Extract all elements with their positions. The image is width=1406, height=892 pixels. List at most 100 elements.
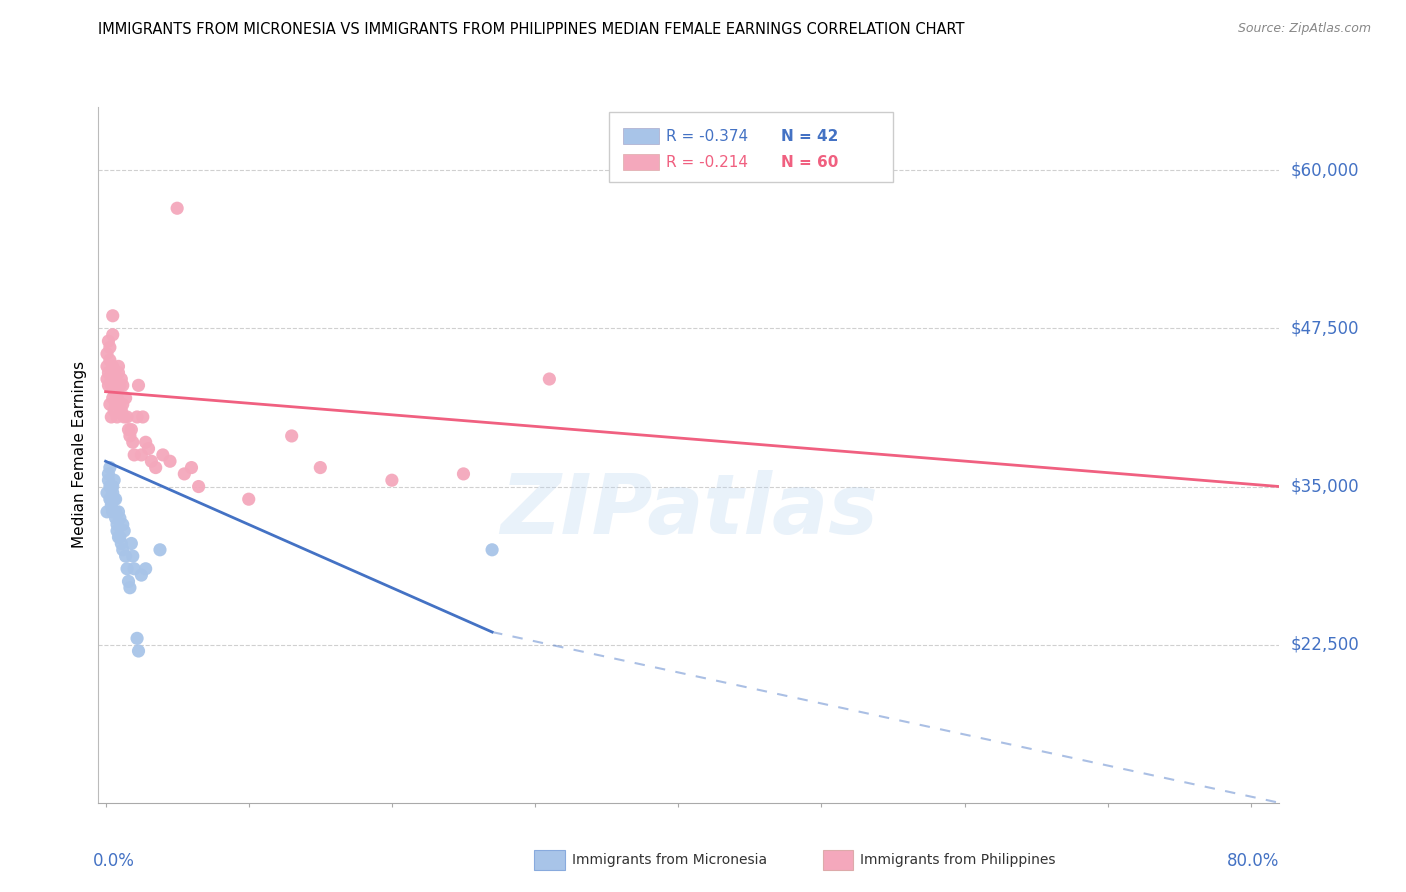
Point (112, 409, 135, 424)
Text: N = 60: N = 60 (780, 154, 838, 169)
Point (280, 429, 302, 443)
Point (121, 549, 143, 563)
Point (128, 644, 150, 658)
Point (103, 492, 125, 507)
Point (131, 448, 153, 462)
Point (98, 460, 121, 475)
Point (105, 391, 128, 405)
Text: Immigrants from Micronesia: Immigrants from Micronesia (572, 853, 768, 867)
Point (101, 359, 124, 374)
Point (101, 505, 124, 519)
Point (117, 423, 139, 437)
Point (104, 492, 127, 507)
Point (100, 492, 122, 507)
Point (120, 536, 142, 550)
Point (98, 492, 121, 507)
Point (105, 409, 128, 424)
Point (100, 378, 122, 392)
Point (107, 530, 129, 544)
Point (115, 409, 138, 424)
Point (173, 467, 195, 481)
Point (98, 479, 121, 493)
Point (135, 562, 157, 576)
Point (141, 454, 163, 468)
Text: $47,500: $47,500 (1291, 319, 1360, 337)
Point (105, 391, 128, 405)
Point (111, 542, 134, 557)
Point (132, 409, 155, 424)
Point (309, 460, 332, 475)
Point (103, 403, 125, 417)
Point (98, 340, 121, 354)
Point (96, 505, 118, 519)
Point (120, 423, 142, 437)
Point (122, 448, 145, 462)
Point (159, 454, 181, 468)
Point (117, 574, 139, 589)
Point (187, 479, 209, 493)
Point (135, 435, 157, 450)
Point (145, 460, 167, 475)
Point (101, 309, 124, 323)
Point (100, 479, 122, 493)
Point (108, 511, 131, 525)
Point (107, 366, 129, 380)
Point (115, 562, 138, 576)
Text: 0.0%: 0.0% (93, 852, 135, 870)
Point (103, 473, 125, 487)
Point (101, 391, 124, 405)
Point (149, 542, 172, 557)
Point (103, 384, 125, 399)
Point (114, 391, 136, 405)
Point (110, 536, 132, 550)
Text: 80.0%: 80.0% (1227, 852, 1279, 870)
Point (96, 486, 118, 500)
Point (166, 201, 188, 215)
Text: N = 42: N = 42 (780, 128, 838, 144)
Text: $35,000: $35,000 (1291, 477, 1360, 496)
Point (104, 511, 127, 525)
Point (481, 542, 503, 557)
Point (121, 435, 143, 450)
Point (538, 372, 561, 386)
Point (118, 429, 141, 443)
Point (104, 397, 127, 411)
Point (97, 473, 120, 487)
Point (108, 397, 131, 411)
Point (96, 372, 118, 386)
Point (152, 448, 174, 462)
Point (97, 334, 120, 348)
Point (453, 467, 475, 481)
Point (122, 562, 145, 576)
Point (128, 378, 150, 392)
Text: $60,000: $60,000 (1291, 161, 1360, 179)
Text: $22,500: $22,500 (1291, 636, 1360, 654)
Point (108, 378, 131, 392)
Point (100, 372, 122, 386)
Point (118, 581, 141, 595)
Point (110, 372, 132, 386)
Point (96, 347, 118, 361)
Point (105, 524, 128, 538)
Point (381, 473, 404, 487)
Point (105, 517, 128, 532)
Point (107, 359, 129, 374)
Point (112, 524, 135, 538)
Point (111, 397, 134, 411)
Y-axis label: Median Female Earnings: Median Female Earnings (72, 361, 87, 549)
Point (101, 479, 124, 493)
Point (131, 568, 153, 582)
Point (138, 442, 160, 456)
Point (96, 359, 118, 374)
Point (100, 499, 122, 513)
Text: ZIPatlas: ZIPatlas (501, 470, 877, 551)
Text: Immigrants from Philippines: Immigrants from Philippines (860, 853, 1056, 867)
Point (100, 409, 122, 424)
Point (97, 378, 120, 392)
Point (238, 492, 260, 507)
Text: Source: ZipAtlas.com: Source: ZipAtlas.com (1237, 22, 1371, 36)
Text: IMMIGRANTS FROM MICRONESIA VS IMMIGRANTS FROM PHILIPPINES MEDIAN FEMALE EARNINGS: IMMIGRANTS FROM MICRONESIA VS IMMIGRANTS… (98, 22, 965, 37)
Point (104, 505, 127, 519)
Point (111, 378, 134, 392)
Point (125, 409, 148, 424)
